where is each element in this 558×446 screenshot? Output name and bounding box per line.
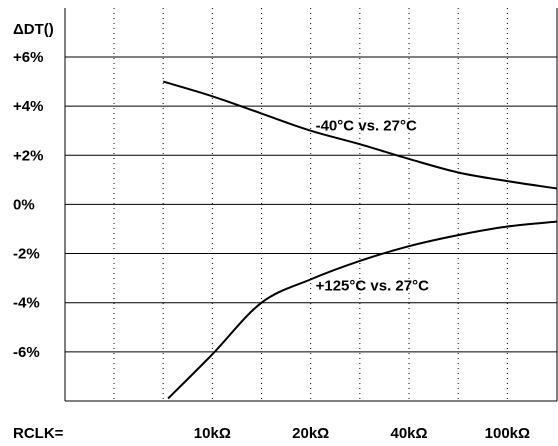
series: -40°C vs. 27°C +125°C vs. 27°C	[162, 80, 557, 400]
series-label-2: +125°C vs. 27°C	[316, 277, 429, 294]
x-tick-label: 20kΩ	[292, 425, 329, 442]
y-tick-label: -2%	[13, 246, 40, 263]
series-line-1	[162, 80, 557, 190]
x-tick-label: 10kΩ	[194, 425, 231, 442]
y-tick-label: +4%	[13, 98, 43, 115]
y-tick-label: 0%	[13, 196, 35, 213]
x-tick-label: 100kΩ	[485, 425, 530, 442]
series-label-1: -40°C vs. 27°C	[316, 118, 417, 135]
x-tick-label: 40kΩ	[390, 425, 427, 442]
y-tick-label: -4%	[13, 295, 40, 312]
y-axis-label: ΔDT()	[13, 21, 54, 38]
y-tick-label: +6%	[13, 49, 43, 66]
x-axis-prefix: RCLK=	[13, 425, 64, 442]
y-tick-label: +2%	[13, 147, 43, 164]
grid	[64, 8, 558, 402]
tick-labels: +6% +4% +2% 0% -2% -4% -6% 10kΩ 20kΩ 40kΩ 100kΩ	[13, 49, 530, 442]
y-tick-label: -6%	[13, 344, 40, 361]
series-line-2	[167, 220, 557, 400]
